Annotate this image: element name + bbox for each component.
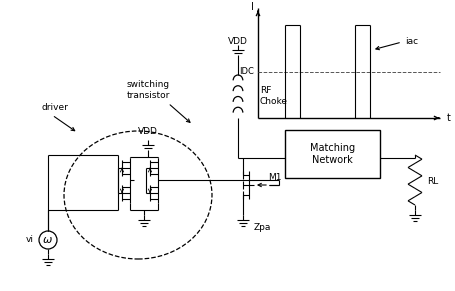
Text: vi: vi	[26, 235, 34, 244]
Text: switching
transistor: switching transistor	[126, 80, 170, 100]
Text: ω: ω	[43, 235, 53, 245]
Bar	[285, 130, 380, 178]
Text: driver: driver	[42, 104, 69, 113]
Text: M1: M1	[268, 173, 282, 182]
Text: iac: iac	[405, 38, 418, 47]
Text: Matching
Network: Matching Network	[310, 143, 355, 165]
Text: VDD: VDD	[228, 36, 248, 45]
Text: Zpa: Zpa	[254, 223, 271, 233]
Text: RL: RL	[427, 178, 438, 187]
Text: t: t	[447, 113, 451, 123]
Text: RF
Choke: RF Choke	[260, 86, 288, 106]
Text: VDD: VDD	[138, 127, 158, 136]
Text: I: I	[251, 2, 254, 12]
Text: IDC: IDC	[239, 68, 254, 77]
